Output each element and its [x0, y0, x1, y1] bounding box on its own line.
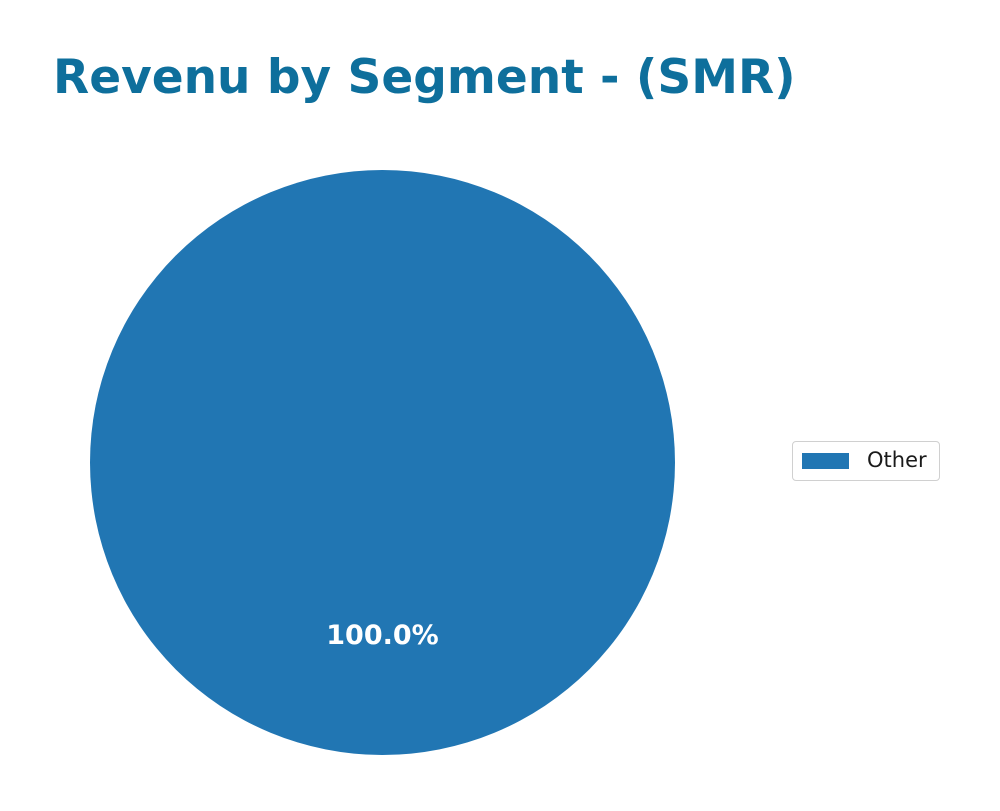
- pie-slice-other: 100.0%: [90, 170, 675, 755]
- legend: Other: [792, 441, 940, 481]
- chart-title: Revenu by Segment - (SMR): [53, 50, 796, 105]
- legend-swatch-other: [802, 453, 849, 469]
- slice-percentage-label: 100.0%: [326, 620, 439, 651]
- legend-label-other: Other: [867, 448, 927, 472]
